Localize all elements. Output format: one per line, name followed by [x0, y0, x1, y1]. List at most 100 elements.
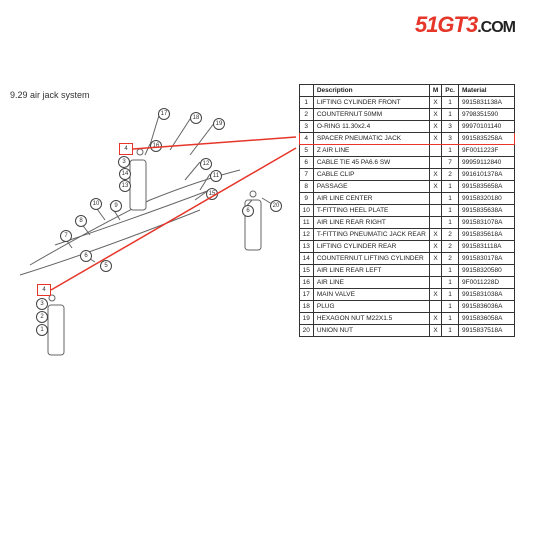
- cell-desc: PASSAGE: [313, 181, 429, 193]
- cell-num: 17: [299, 289, 313, 301]
- callout: 20: [270, 200, 282, 212]
- cell-mat: 9915831118A: [459, 241, 515, 253]
- callout: 3: [36, 298, 48, 310]
- cell-m: X: [429, 241, 441, 253]
- cell-num: 12: [299, 229, 313, 241]
- cell-mat: 9915836058A: [459, 313, 515, 325]
- cell-desc: AIR LINE REAR RIGHT: [313, 217, 429, 229]
- callout: 2: [36, 311, 48, 323]
- cell-pc: 1: [442, 313, 459, 325]
- cell-m: X: [429, 169, 441, 181]
- cell-pc: 2: [442, 229, 459, 241]
- callout-highlighted: 4: [119, 143, 133, 155]
- cell-num: 5: [299, 145, 313, 157]
- cell-mat: 9915835618A: [459, 229, 515, 241]
- callout: 11: [210, 170, 222, 182]
- cell-m: X: [429, 289, 441, 301]
- cell-mat: 99959112840: [459, 157, 515, 169]
- callout: 5: [100, 260, 112, 272]
- table-row: 18PLUG19915836036A: [299, 301, 514, 313]
- callout: 9: [110, 200, 122, 212]
- cell-pc: 1: [442, 301, 459, 313]
- cell-num: 1: [299, 97, 313, 109]
- table-row: 14COUNTERNUT LIFTING CYLINDERX2991583017…: [299, 253, 514, 265]
- callout: 19: [213, 118, 225, 130]
- cell-m: [429, 193, 441, 205]
- cell-pc: 1: [442, 193, 459, 205]
- cell-m: X: [429, 97, 441, 109]
- cell-m: X: [429, 313, 441, 325]
- cell-desc: SPACER PNEUMATIC JACK: [313, 133, 429, 145]
- cell-desc: O-RING 11.30x2.4: [313, 121, 429, 133]
- cell-num: 8: [299, 181, 313, 193]
- callout: 15: [206, 188, 218, 200]
- cell-m: X: [429, 181, 441, 193]
- cell-num: 9: [299, 193, 313, 205]
- cell-num: 11: [299, 217, 313, 229]
- th-desc: Description: [313, 85, 429, 97]
- table-row: 1LIFTING CYLINDER FRONTX19915831138A: [299, 97, 514, 109]
- table-row: 20UNION NUTX19915837518A: [299, 325, 514, 337]
- table-row: 10T-FITTING HEEL PLATE19915835638A: [299, 205, 514, 217]
- cell-num: 7: [299, 169, 313, 181]
- table-header-row: Description M Pc. Material: [299, 85, 514, 97]
- th-pc: Pc.: [442, 85, 459, 97]
- logo-main: 51GT3: [415, 12, 477, 37]
- cell-pc: 1: [442, 181, 459, 193]
- cell-mat: 9915835658A: [459, 181, 515, 193]
- callout: 13: [119, 180, 131, 192]
- cell-desc: Z AIR LINE: [313, 145, 429, 157]
- cell-m: [429, 277, 441, 289]
- cell-m: X: [429, 253, 441, 265]
- cell-mat: 99158320180: [459, 193, 515, 205]
- cell-m: [429, 265, 441, 277]
- cell-m: X: [429, 121, 441, 133]
- cell-pc: 1: [442, 289, 459, 301]
- cell-num: 6: [299, 157, 313, 169]
- cell-m: X: [429, 109, 441, 121]
- table-row: 3O-RING 11.30x2.4X399970101140: [299, 121, 514, 133]
- cell-desc: UNION NUT: [313, 325, 429, 337]
- callout: 1: [36, 324, 48, 336]
- cell-desc: CABLE CLIP: [313, 169, 429, 181]
- section-title: 9.29 air jack system: [10, 90, 90, 100]
- cell-m: X: [429, 133, 441, 145]
- cell-mat: 9915837518A: [459, 325, 515, 337]
- callout: 6: [80, 250, 92, 262]
- cell-pc: 1: [442, 205, 459, 217]
- callout: 8: [75, 215, 87, 227]
- cell-desc: COUNTERNUT LIFTING CYLINDER: [313, 253, 429, 265]
- cell-desc: MAIN VALVE: [313, 289, 429, 301]
- callout: 3: [118, 156, 130, 168]
- cell-pc: 2: [442, 253, 459, 265]
- exploded-diagram: [0, 100, 290, 380]
- cell-desc: COUNTERNUT 50MM: [313, 109, 429, 121]
- cell-m: [429, 145, 441, 157]
- table-row: 7CABLE CLIPX29916101378A: [299, 169, 514, 181]
- parts-table: Description M Pc. Material 1LIFTING CYLI…: [299, 84, 515, 337]
- callout: 7: [60, 230, 72, 242]
- cell-desc: HEXAGON NUT M22X1.5: [313, 313, 429, 325]
- cell-mat: 9915831038A: [459, 289, 515, 301]
- cell-num: 18: [299, 301, 313, 313]
- cell-mat: 9915830178A: [459, 253, 515, 265]
- cell-pc: 1: [442, 97, 459, 109]
- cell-mat: 9798351590: [459, 109, 515, 121]
- cell-desc: AIR LINE CENTER: [313, 193, 429, 205]
- cell-num: 13: [299, 241, 313, 253]
- cell-pc: 1: [442, 109, 459, 121]
- cell-mat: 9915836036A: [459, 301, 515, 313]
- cell-pc: 1: [442, 217, 459, 229]
- cell-pc: 1: [442, 277, 459, 289]
- cell-mat: 9915831078A: [459, 217, 515, 229]
- cell-desc: AIR LINE: [313, 277, 429, 289]
- cell-num: 16: [299, 277, 313, 289]
- cell-m: [429, 301, 441, 313]
- callout: 16: [150, 140, 162, 152]
- cell-mat: 9F0011228D: [459, 277, 515, 289]
- cell-m: [429, 217, 441, 229]
- table-body: 1LIFTING CYLINDER FRONTX19915831138A2COU…: [299, 97, 514, 337]
- cell-mat: 9F0011223F: [459, 145, 515, 157]
- th-mat: Material: [459, 85, 515, 97]
- table-row: 19HEXAGON NUT M22X1.5X19915836058A: [299, 313, 514, 325]
